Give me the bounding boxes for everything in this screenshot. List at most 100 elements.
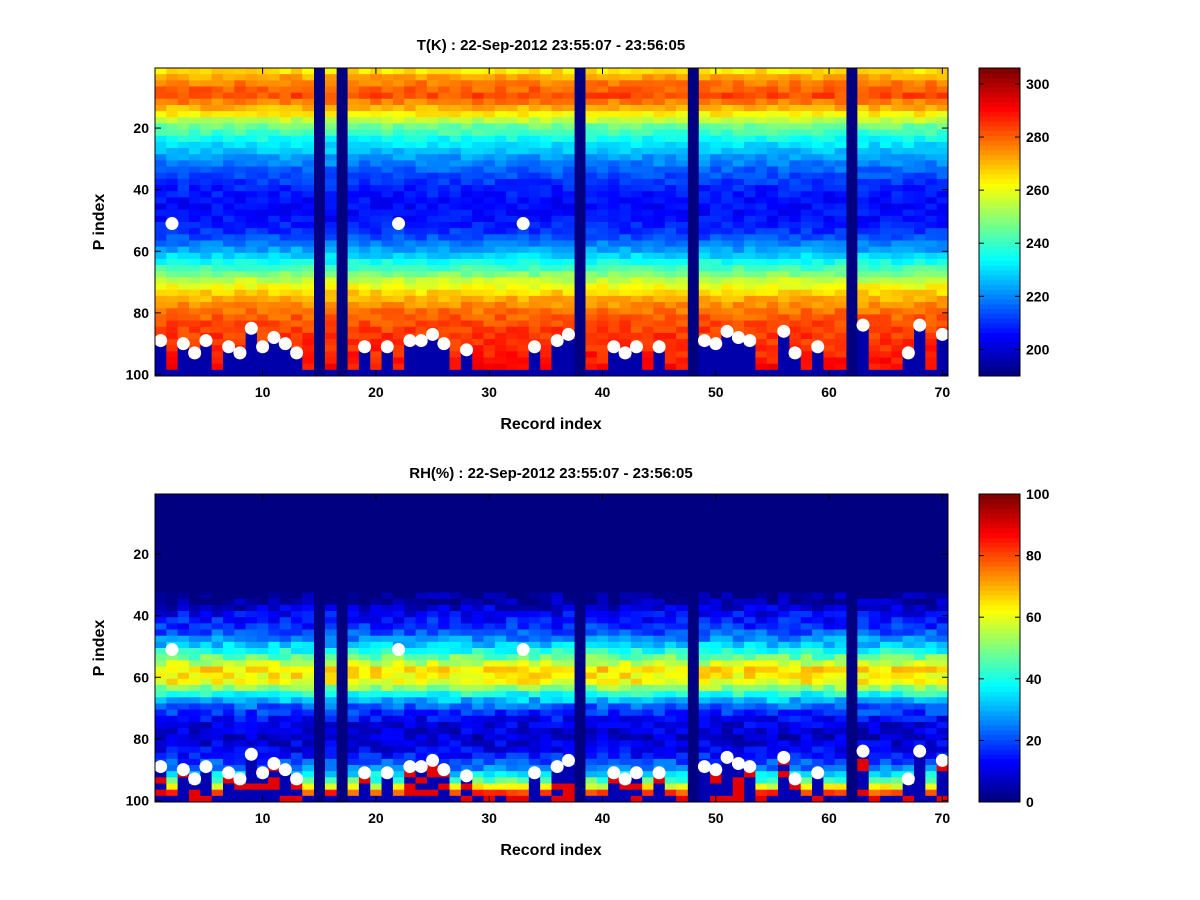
- heatmap-cell: [902, 246, 915, 254]
- heatmap-cell: [540, 314, 552, 321]
- heatmap-cell: [256, 141, 269, 149]
- heatmap-cell: [211, 277, 224, 284]
- colorbar-segment: [979, 361, 1020, 367]
- heatmap-cell: [494, 197, 507, 204]
- heatmap-cell: [211, 234, 224, 241]
- heatmap-cell: [472, 530, 484, 538]
- heatmap-cell: [540, 141, 552, 149]
- heatmap-cell: [449, 709, 462, 717]
- colorbar-segment: [979, 212, 1020, 218]
- heatmap-cell: [880, 80, 892, 87]
- heatmap-cell: [370, 506, 382, 513]
- heatmap-cell: [472, 537, 484, 544]
- heatmap-cell: [449, 135, 462, 143]
- heatmap-cell: [800, 141, 813, 149]
- colorbar-segment: [979, 274, 1020, 281]
- heatmap-cell: [494, 209, 507, 217]
- heatmap-cell: [483, 623, 496, 630]
- heatmap-cell: [290, 672, 303, 680]
- heatmap-cell: [347, 252, 360, 260]
- heatmap-cell: [472, 611, 484, 618]
- heatmap-cell: [664, 295, 677, 303]
- heatmap-cell: [279, 530, 292, 538]
- heatmap-cell: [438, 271, 450, 278]
- heatmap-cell: [268, 117, 281, 124]
- colorbar-segment: [979, 72, 1020, 79]
- heatmap-cell: [188, 549, 201, 556]
- heatmap-cell: [608, 141, 620, 149]
- heatmap-cell: [177, 734, 190, 741]
- heatmap-cell: [234, 543, 247, 550]
- heatmap-cell: [177, 752, 190, 760]
- heatmap-cell: [234, 648, 247, 655]
- heatmap-cell: [381, 703, 394, 710]
- heatmap-cell: [710, 172, 722, 180]
- heatmap-cell: [630, 98, 643, 106]
- humidity-heatmap: [155, 494, 949, 803]
- heatmap-cell: [155, 684, 167, 692]
- heatmap-cell: [358, 530, 371, 538]
- heatmap-cell: [211, 623, 224, 630]
- heatmap-cell: [245, 135, 258, 143]
- heatmap-cell: [721, 197, 734, 204]
- heatmap-cell: [642, 308, 654, 315]
- heatmap-cell: [902, 339, 915, 346]
- heatmap-cell: [188, 117, 201, 124]
- heatmap-cell: [268, 215, 281, 223]
- heatmap-cell: [517, 117, 530, 124]
- heatmap-cell: [222, 783, 235, 791]
- heatmap-cell: [347, 178, 360, 186]
- heatmap-cell: [517, 141, 530, 149]
- heatmap-cell: [279, 86, 292, 94]
- heatmap-cell: [211, 500, 224, 507]
- heatmap-cell: [619, 185, 632, 192]
- heatmap-cell: [698, 289, 711, 297]
- heatmap-cell: [653, 228, 666, 235]
- heatmap-cell: [347, 246, 360, 254]
- heatmap-cell: [517, 512, 530, 520]
- heatmap-cell: [857, 80, 870, 87]
- heatmap-cell: [370, 592, 382, 600]
- heatmap-cell: [925, 215, 938, 223]
- heatmap-cell: [245, 80, 258, 87]
- heatmap-cell: [596, 154, 609, 161]
- heatmap-cell: [528, 228, 541, 235]
- heatmap-cell: [880, 308, 892, 315]
- heatmap-cell: [732, 363, 745, 371]
- heatmap-cell: [710, 283, 722, 291]
- heatmap-cell: [936, 345, 949, 352]
- heatmap-cell: [472, 518, 484, 526]
- heatmap-cell: [506, 234, 518, 241]
- heatmap-cell: [245, 506, 258, 513]
- heatmap-cell: [302, 74, 314, 81]
- heatmap-cell: [494, 567, 507, 575]
- heatmap-cell: [358, 252, 371, 260]
- heatmap-cell: [630, 234, 643, 241]
- heatmap-cell: [766, 191, 779, 198]
- heatmap-cell: [540, 135, 552, 143]
- heatmap-cell: [494, 74, 507, 81]
- heatmap-cell: [664, 326, 677, 334]
- heatmap-cell: [596, 252, 609, 260]
- heatmap-cell: [540, 345, 552, 352]
- heatmap-cell: [155, 320, 167, 328]
- heatmap-cell: [744, 234, 756, 241]
- heatmap-cell: [268, 258, 281, 266]
- heatmap-cell: [891, 228, 904, 235]
- heatmap-cell: [290, 166, 303, 174]
- heatmap-cell: [517, 302, 530, 309]
- heatmap-cell: [381, 617, 394, 624]
- heatmap-cell: [857, 86, 870, 94]
- heatmap-cell: [155, 258, 167, 266]
- heatmap-cell: [177, 666, 190, 674]
- heatmap-cell: [415, 691, 428, 698]
- heatmap-cell: [551, 283, 564, 291]
- colorbar-segment: [979, 178, 1020, 184]
- heatmap-cell: [710, 104, 722, 112]
- heatmap-cell: [494, 518, 507, 526]
- heatmap-cell: [483, 537, 496, 544]
- heatmap-cell: [404, 641, 416, 649]
- heatmap-cell: [596, 148, 609, 155]
- heatmap-cell: [177, 537, 190, 544]
- heatmap-cell: [823, 302, 836, 309]
